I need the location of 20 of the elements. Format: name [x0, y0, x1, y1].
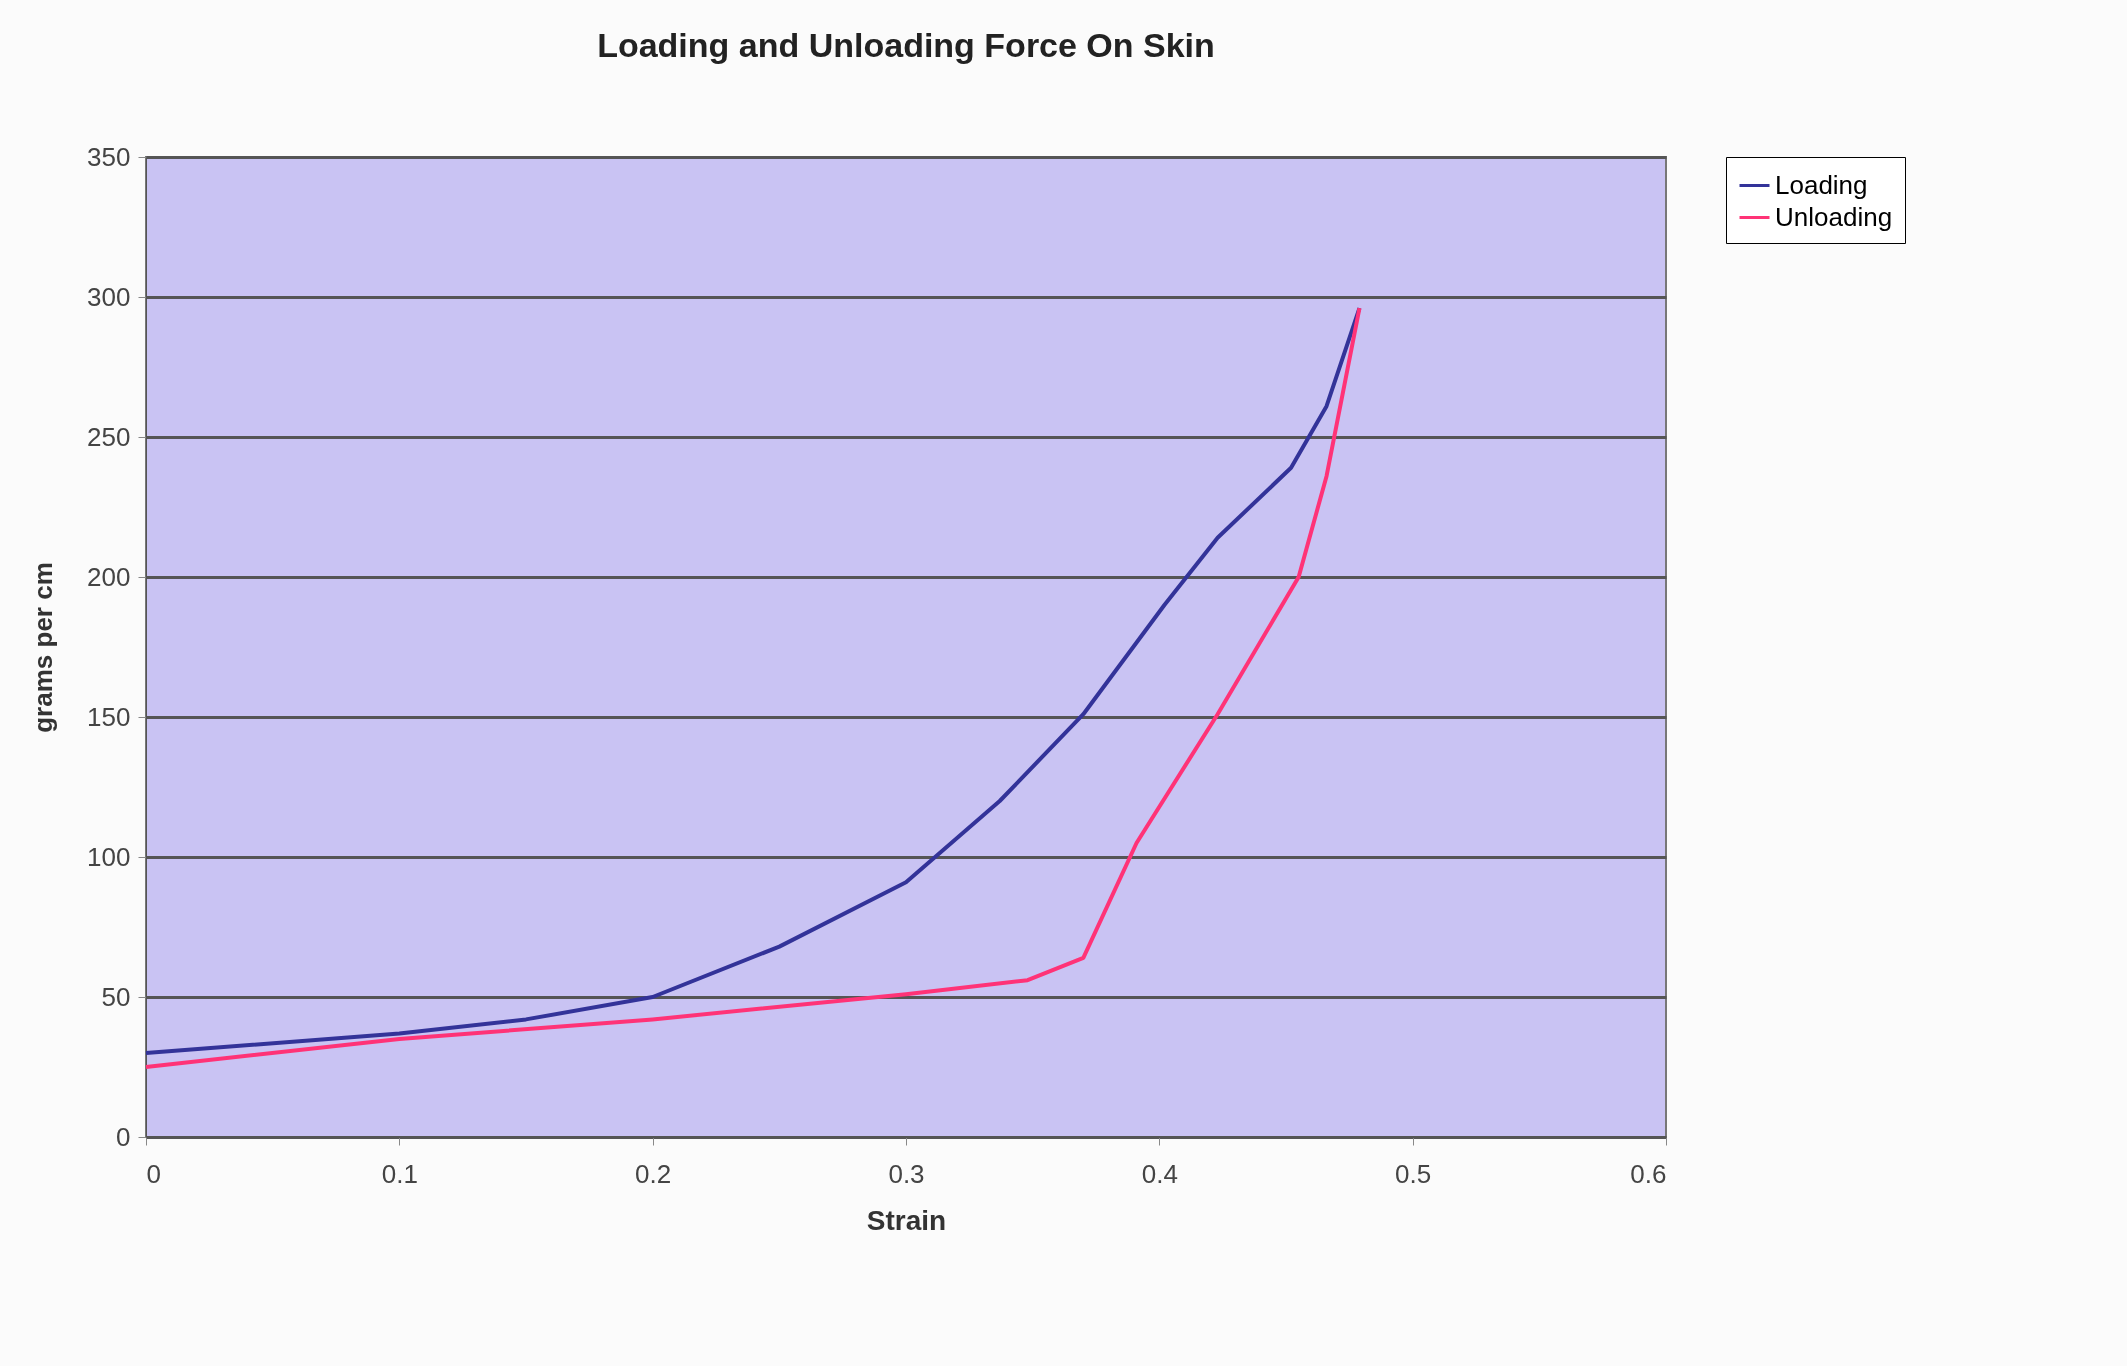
y-tick-label: 250 — [87, 421, 131, 452]
x-tick-label: 0.5 — [1395, 1158, 1432, 1189]
x-tick-label: 0.3 — [888, 1158, 925, 1189]
chart-title: Loading and Unloading Force On Skin — [597, 26, 1215, 64]
x-tick-label: 0.2 — [635, 1158, 672, 1189]
x-tick-label: 0.6 — [1630, 1158, 1667, 1189]
y-tick-label: 350 — [87, 141, 131, 172]
x-tick-label: 0.1 — [381, 1158, 418, 1189]
y-tick-label: 200 — [87, 561, 131, 592]
y-tick-label: 100 — [87, 841, 131, 872]
y-tick-label: 0 — [116, 1121, 131, 1152]
x-tick-label: 0 — [146, 1158, 161, 1189]
legend-label: Loading — [1775, 169, 1868, 200]
y-tick-label: 150 — [87, 701, 131, 732]
x-axis-title: Strain — [866, 1204, 947, 1236]
y-axis-title: grams per cm — [28, 562, 59, 733]
legend-label: Unloading — [1775, 201, 1893, 232]
x-tick-label: 0.4 — [1141, 1158, 1178, 1189]
y-tick-label: 300 — [87, 281, 131, 312]
y-tick-label: 50 — [101, 981, 131, 1012]
